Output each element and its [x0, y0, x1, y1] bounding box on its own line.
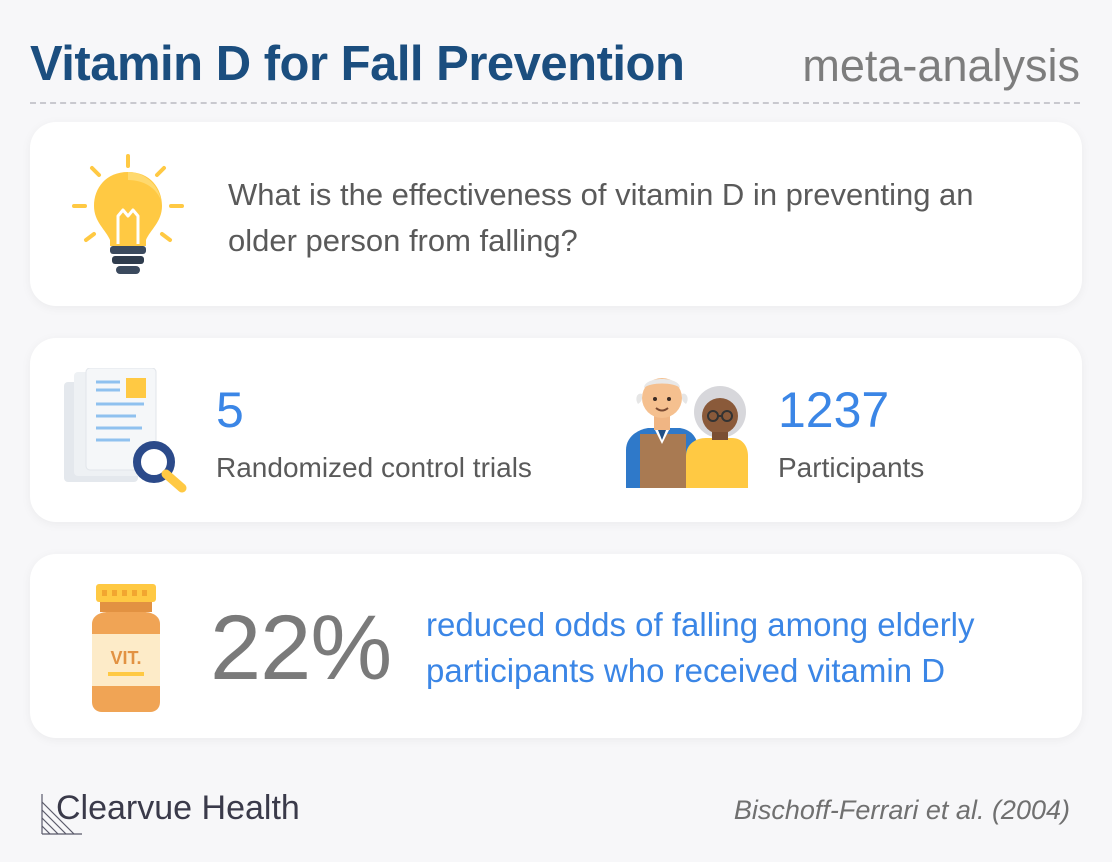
elderly-couple-icon — [624, 372, 750, 488]
result-card: VIT. 22% reduced odds of falling among e… — [30, 554, 1082, 738]
logo-mark-icon — [41, 794, 82, 835]
citation: Bischoff-Ferrari et al. (2004) — [733, 795, 1070, 825]
page-title: Vitamin D for Fall Prevention — [30, 37, 685, 91]
vitamin-bottle-icon: VIT. — [86, 584, 166, 712]
brand-logo: Clearvue Health — [40, 786, 340, 836]
bottle-label-text: VIT. — [110, 648, 141, 668]
header: Vitamin D for Fall Prevention meta-analy… — [30, 34, 1080, 104]
result-percentage: 22% — [210, 597, 392, 699]
trials-count: 5 — [216, 382, 244, 438]
result-text: reduced odds of falling among elderly pa… — [426, 606, 975, 689]
brand-name: Clearvue Health — [56, 789, 300, 827]
participants-count: 1237 — [778, 382, 890, 438]
research-question: What is the effectiveness of vitamin D i… — [228, 177, 974, 258]
stats-card: 5 Randomized control trials — [30, 338, 1082, 522]
page-subtitle: meta-analysis — [802, 40, 1080, 91]
lightbulb-icon — [68, 150, 188, 280]
document-search-icon — [64, 367, 190, 496]
trials-label: Randomized control trials — [216, 452, 532, 483]
question-card: What is the effectiveness of vitamin D i… — [30, 122, 1082, 306]
participants-label: Participants — [778, 452, 925, 483]
